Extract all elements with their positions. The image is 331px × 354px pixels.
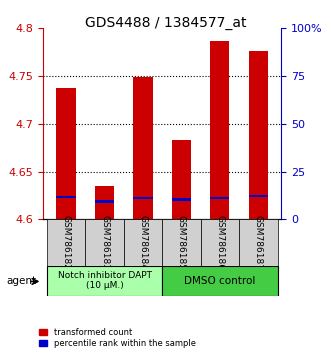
- FancyBboxPatch shape: [162, 266, 277, 296]
- Text: Notch inhibitor DAPT
(10 μM.): Notch inhibitor DAPT (10 μM.): [58, 271, 152, 290]
- FancyBboxPatch shape: [201, 219, 239, 266]
- Bar: [95, 186, 114, 219]
- Bar: [95, 200, 114, 203]
- Bar: [57, 195, 76, 199]
- FancyBboxPatch shape: [239, 219, 277, 266]
- Text: GDS4488 / 1384577_at: GDS4488 / 1384577_at: [85, 16, 246, 30]
- Text: GSM786182: GSM786182: [62, 215, 71, 270]
- Bar: [249, 51, 268, 219]
- Bar: [133, 196, 153, 199]
- FancyBboxPatch shape: [124, 219, 162, 266]
- Bar: [57, 87, 76, 219]
- Legend: transformed count, percentile rank within the sample: transformed count, percentile rank withi…: [37, 326, 198, 350]
- Text: GSM786185: GSM786185: [177, 215, 186, 270]
- Bar: [133, 77, 153, 219]
- Text: GSM786183: GSM786183: [100, 215, 109, 270]
- Text: GSM786187: GSM786187: [254, 215, 263, 270]
- Text: GSM786184: GSM786184: [138, 215, 148, 270]
- FancyBboxPatch shape: [85, 219, 124, 266]
- Text: GSM786186: GSM786186: [215, 215, 224, 270]
- Bar: [172, 199, 191, 201]
- Text: DMSO control: DMSO control: [184, 275, 256, 286]
- FancyBboxPatch shape: [162, 219, 201, 266]
- Bar: [172, 140, 191, 219]
- FancyBboxPatch shape: [47, 266, 162, 296]
- FancyBboxPatch shape: [47, 219, 85, 266]
- Text: agent: agent: [7, 276, 37, 286]
- Bar: [210, 196, 229, 199]
- Bar: [249, 195, 268, 198]
- Bar: [210, 41, 229, 219]
